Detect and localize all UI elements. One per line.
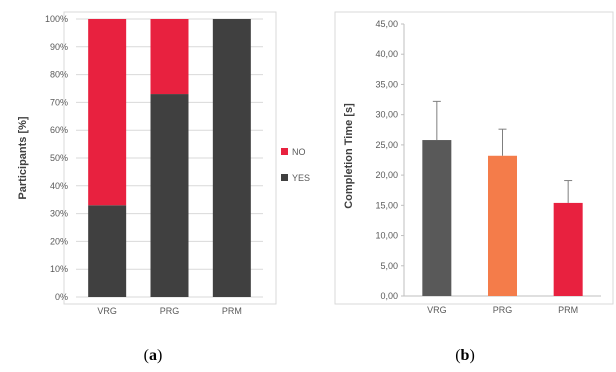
caption-b: (b)	[455, 347, 475, 364]
chart-a-bars	[88, 19, 251, 297]
chart-a-bar-no-prg	[150, 19, 189, 95]
chart-a-x-ticks: VRG PRG PRM	[97, 306, 241, 316]
chart-a-y-ticks: 0% 10% 20% 30% 40% 50% 60% 70% 80% 90% 100%	[45, 14, 68, 302]
chart-b-bar-prg	[488, 155, 517, 296]
chart-a-y-tick-label: 50%	[50, 153, 68, 163]
chart-b-y-tick-label: 10,00	[375, 231, 398, 241]
chart-a-legend: NO YES	[281, 147, 310, 183]
chart-b-y-tick-label: 40,00	[375, 49, 398, 59]
chart-a-bar-no-vrg	[88, 19, 127, 206]
chart-b-plot-frame	[334, 11, 614, 305]
chart-b-x-tick-label: VRG	[427, 305, 447, 315]
chart-a-y-tick-label: 100%	[45, 14, 68, 24]
chart-a-y-tick-label: 10%	[50, 264, 68, 274]
chart-a-y-tick-label: 20%	[50, 236, 68, 246]
chart-b-y-tick-label: 45,00	[375, 19, 398, 29]
chart-b-x-tick-label: PRG	[493, 305, 513, 315]
chart-b-y-tick-label: 30,00	[375, 110, 398, 120]
chart-a-y-tick-label: 80%	[50, 70, 68, 80]
chart-a-y-axis-title: Participants [%]	[17, 116, 29, 199]
chart-a-y-tick-label: 90%	[50, 42, 68, 52]
chart-a-plot-frame	[63, 11, 277, 305]
chart-a: 0% 10% 20% 30% 40% 50% 60% 70% 80% 90% 100% VRG PRG…	[17, 11, 310, 316]
chart-a-bar-yes-vrg	[88, 205, 127, 297]
chart-b-y-ticks: 0,00 5,00 10,00 15,00 20,00 25,00 30,00 35,00 40…	[375, 19, 398, 301]
chart-a-bar-yes-prm	[212, 19, 251, 297]
chart-b-y-tick-label: 20,00	[375, 170, 398, 180]
chart-a-y-tick-label: 40%	[50, 181, 68, 191]
chart-a-x-tick-label: VRG	[97, 306, 117, 316]
chart-b-bar-prm	[553, 202, 583, 296]
chart-a-legend-swatch-no	[281, 148, 288, 155]
chart-b-x-tick-label: PRM	[558, 305, 578, 315]
chart-a-bar-yes-prg	[150, 94, 189, 297]
chart-b-bar-vrg	[422, 140, 452, 296]
chart-b-y-axis-title: Completion Time [s]	[343, 103, 355, 209]
chart-a-y-tick-label: 70%	[50, 97, 68, 107]
chart-b-y-tick-label: 0,00	[380, 291, 398, 301]
caption-b-letter: b	[461, 347, 470, 364]
chart-a-legend-label-no: NO	[292, 147, 306, 157]
chart-a-legend-swatch-yes	[281, 174, 288, 181]
chart-b-y-tick-label: 5,00	[380, 261, 398, 271]
chart-b: 0,00 5,00 10,00 15,00 20,00 25,00 30,00 35,00 40…	[334, 11, 614, 315]
chart-b-bars	[422, 140, 583, 296]
chart-a-y-tick-label: 30%	[50, 209, 68, 219]
chart-b-y-tick-label: 25,00	[375, 140, 398, 150]
chart-b-y-tick-label: 35,00	[375, 79, 398, 89]
chart-a-x-tick-label: PRG	[160, 306, 180, 316]
chart-a-legend-label-yes: YES	[292, 173, 310, 183]
chart-a-y-tick-label: 60%	[50, 125, 68, 135]
caption-a-letter: a	[149, 347, 157, 364]
chart-b-error-bars	[432, 100, 573, 203]
chart-a-y-tick-label: 0%	[55, 292, 68, 302]
chart-b-x-ticks: VRG PRG PRM	[427, 305, 578, 315]
chart-a-x-tick-label: PRM	[222, 306, 242, 316]
caption-a: (a)	[144, 347, 163, 364]
chart-b-y-tick-label: 15,00	[375, 200, 398, 210]
